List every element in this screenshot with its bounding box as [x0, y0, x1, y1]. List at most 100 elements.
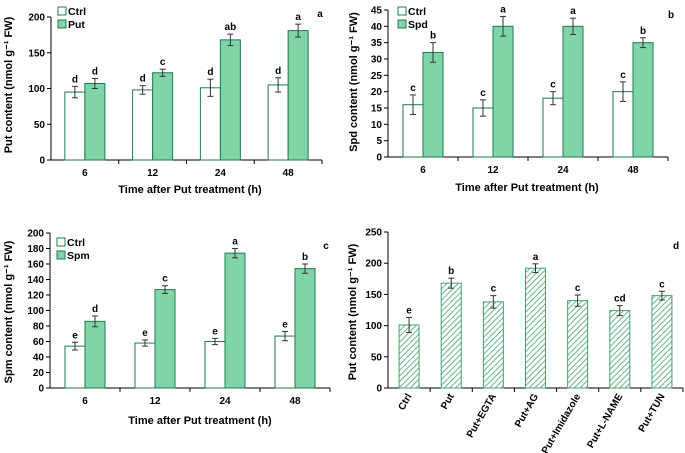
panel-b-spd-time-course: 0 5 10 15 20 25 30 35 40 45 c b 6 c a 12 c a 24 c b 48 Spd co… — [348, 5, 674, 194]
significance-letter: a — [295, 12, 301, 23]
y-tick-label: 100 — [28, 84, 45, 95]
x-tick-label: Put+EGTA — [465, 392, 499, 440]
panel-c-label: c — [323, 241, 329, 252]
y-tick-label: 30 — [371, 55, 383, 66]
bar-spm-12 — [154, 289, 176, 389]
bar-ctrl-12 — [134, 342, 156, 389]
significance-letter: cd — [614, 294, 626, 305]
legend-label-ctrl: Ctrl — [68, 6, 86, 18]
significance-letter: c — [620, 70, 626, 81]
significance-letter: c — [480, 88, 486, 99]
x-tick-label: Put+Imidazole — [540, 392, 584, 453]
bar-put-48 — [287, 30, 309, 161]
bar-spd-12 — [492, 25, 514, 158]
y-tick-label: 0 — [39, 156, 45, 167]
y-tick-label: 0 — [376, 153, 382, 164]
bar-ctrl-48 — [267, 84, 289, 161]
significance-letter: c — [659, 279, 665, 290]
significance-letter: e — [212, 326, 218, 337]
x-tick-label: Ctrl — [397, 392, 415, 413]
legend-swatch-ctrl — [57, 6, 67, 16]
y-tick-label: 120 — [27, 291, 44, 302]
y-tick-label: 100 — [365, 321, 382, 332]
panel-b-y-axis-title: Spd content (nmol g⁻¹ FW) — [348, 12, 360, 152]
y-tick-label: 250 — [365, 228, 382, 239]
bar-spm-24 — [224, 252, 246, 389]
significance-letter: d — [140, 74, 146, 85]
y-tick-label: 20 — [371, 87, 383, 98]
bar-spm-6 — [84, 320, 106, 389]
panel-c-spm-time-course: 0 20 40 60 80 100 120 140 160 180 200 e d 6 e c 12 e a 24 e b… — [3, 229, 331, 427]
bar-ctrl — [398, 324, 420, 389]
y-tick-label: 150 — [365, 290, 382, 301]
significance-letter: c — [162, 274, 168, 285]
bar-put+egta — [482, 301, 504, 389]
panel-d-y-axis-title: Put content (nmol g⁻¹ FW) — [347, 243, 359, 380]
significance-letter: b — [430, 31, 436, 42]
x-tick-label: 48 — [283, 168, 295, 179]
panel-a-put-time-course: 0 50 100 150 200 d d 6 d c 12 d ab 24 d a 48 Put content… — [3, 6, 323, 196]
significance-letter: b — [640, 26, 646, 37]
legend-swatch-spm — [56, 250, 66, 260]
x-tick-label: 48 — [627, 165, 639, 176]
bar-spm-48 — [294, 268, 316, 389]
x-tick-label: 24 — [557, 165, 569, 176]
significance-letter: e — [282, 319, 288, 330]
significance-letter: a — [500, 5, 506, 16]
legend-swatch-ctrl — [397, 6, 407, 16]
y-tick-label: 0 — [38, 384, 44, 395]
significance-letter: b — [448, 266, 454, 277]
legend-swatch-ctrl — [56, 237, 66, 247]
legend-swatch-put — [57, 19, 67, 29]
y-tick-label: 200 — [365, 259, 382, 270]
x-tick-label: Put — [439, 391, 457, 411]
significance-letter: e — [72, 330, 78, 341]
panel-b-x-axis-title: Time after Put treatment (h) — [455, 182, 599, 194]
x-tick-label: Put+TUN — [637, 392, 668, 434]
panel-c-legend: Ctrl Spm — [56, 237, 90, 262]
panel-a-plot-area: 0 50 100 150 200 d d 6 d c 12 d ab 24 d a 48 — [28, 12, 323, 179]
y-tick-label: 100 — [27, 306, 44, 317]
y-tick-label: 200 — [28, 13, 45, 24]
x-tick-label: 24 — [215, 168, 227, 179]
legend-label-ctrl: Ctrl — [67, 237, 85, 249]
significance-letter: c — [160, 57, 166, 68]
significance-letter: c — [491, 284, 497, 295]
bar-ctrl-6 — [64, 345, 86, 389]
panel-a-legend: Ctrl Put — [57, 6, 86, 31]
y-tick-label: 5 — [376, 136, 382, 147]
y-tick-label: 80 — [33, 322, 45, 333]
bar-put-12 — [152, 72, 174, 161]
panel-a-x-axis-title: Time after Put treatment (h) — [118, 184, 262, 196]
panel-d-plot-area: 0 50 100 150 200 250 e Ctrl b Put c Put+EGTA a Put+AG… — [365, 228, 684, 453]
bar-spd-24 — [562, 25, 584, 158]
panel-d-inhibitor-treatments: 0 50 100 150 200 250 e Ctrl b Put c Put+EGTA a Put+AG… — [347, 228, 684, 453]
y-tick-label: 150 — [28, 48, 45, 59]
bar-put — [440, 282, 462, 389]
significance-letter: d — [275, 66, 281, 77]
panel-b-label: b — [668, 10, 674, 21]
significance-letter: c — [550, 80, 556, 91]
y-tick-label: 200 — [27, 229, 44, 240]
y-tick-label: 35 — [371, 38, 383, 49]
significance-letter: d — [92, 304, 98, 315]
significance-letter: e — [406, 305, 412, 316]
y-tick-label: 60 — [33, 337, 45, 348]
bar-put+imidazole — [567, 300, 589, 389]
y-tick-label: 25 — [371, 71, 383, 82]
bar-spd-6 — [422, 51, 444, 158]
significance-letter: d — [92, 66, 98, 77]
significance-letter: ab — [225, 22, 237, 33]
bar-put+ag — [525, 267, 546, 389]
legend-label-ctrl: Ctrl — [408, 6, 426, 18]
bar-put-24 — [219, 39, 241, 161]
bar-ctrl-48 — [274, 335, 296, 389]
significance-letter: a — [570, 6, 576, 17]
bar-ctrl-24 — [199, 87, 221, 161]
x-tick-label: Put+L-NAME — [585, 392, 625, 450]
bar-put+l-name — [609, 310, 631, 389]
panel-c-y-axis-title: Spm content (nmol g⁻¹ FW) — [3, 240, 15, 383]
legend-label-spm: Spm — [67, 250, 90, 262]
x-tick-label: 12 — [147, 168, 159, 179]
